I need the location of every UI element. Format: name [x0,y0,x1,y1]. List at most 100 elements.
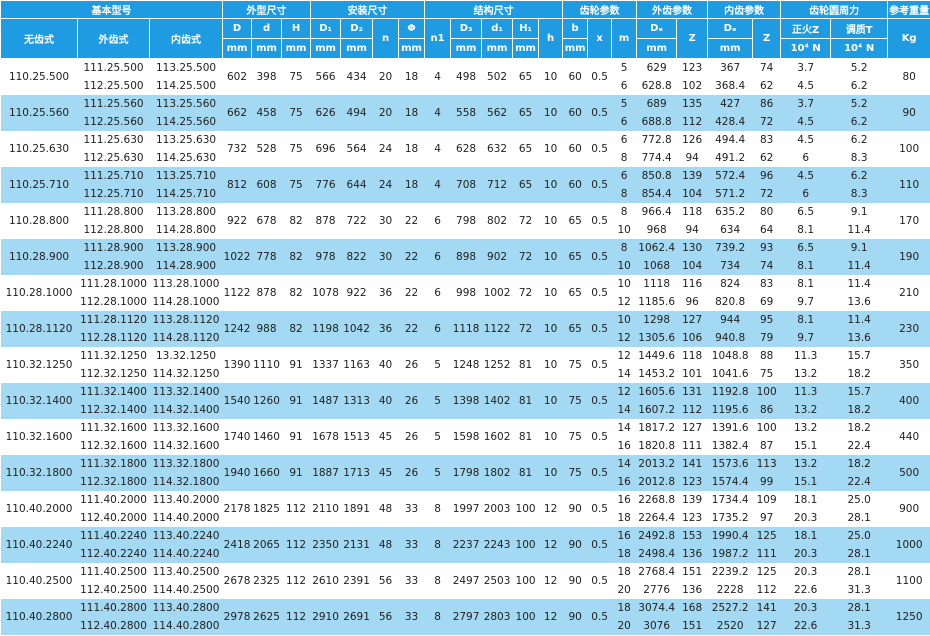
column-header: m [611,18,638,59]
table-cell: 75 [281,95,311,131]
table-row: 110.25.560 111.25.560 113.25.560 662 458 75 62… [0,95,930,131]
table-cell: 10 [543,215,558,227]
table-cell: 114.25.560 [149,113,223,131]
table-cell: 8 [620,206,628,218]
table-cell: 113.40.2000 [152,494,220,506]
column-header: 调质T [830,18,889,39]
table-cell: 60 [568,71,582,83]
table-cell: 0.5 [587,167,612,203]
table-cell: 81 [512,455,539,491]
table-cell: 65 [568,215,582,227]
table-cell: 689 [636,95,677,113]
table-cell: 114.25.630 [155,152,217,164]
table-cell: 2691 [340,599,373,635]
table-cell: 10 [543,71,558,83]
table-cell: 1734.4 [711,494,749,506]
table-cell: 8.3 [850,152,868,164]
table-cell: 2013.2 [636,455,677,473]
table-cell: 1997 [452,503,480,515]
table-cell: 2239.2 [711,566,749,578]
table-cell: 26 [404,431,419,443]
table-cell: 22 [398,311,425,347]
table-cell: 502 [487,71,508,83]
unit-header: mm [310,38,342,59]
table-cell: 86 [752,95,781,113]
table-cell: 30 [372,239,399,275]
table-cell: 2237 [450,527,482,563]
table-cell: 732 [227,143,248,155]
group-header: 齿轮圆周力 [780,0,889,19]
table-cell: 131 [676,383,708,401]
table-cell: 1298 [636,311,677,329]
table-row: 112.25.710 114.25.710 8 854.4 104 571.2 72 6 8.3 [1,185,930,203]
table-cell: 6 [424,239,451,275]
table-cell: 5 [434,359,441,371]
table-cell: 48 [378,503,393,515]
table-row: 110.25.500 111.25.500 113.25.500 602 398 75 56… [1,59,930,83]
table-cell: 18 [617,512,631,524]
table-cell: 116 [682,278,703,290]
table-cell: 10 [543,287,558,299]
table-cell: 11.3 [793,350,818,362]
table-cell: 18.2 [830,455,888,473]
table-cell: 113.32.1600 [152,422,220,434]
table-cell: 498 [456,71,477,83]
table-cell: 1337 [312,359,339,371]
table-row: 110.25.710 111.25.710 113.25.710 812 608 75 77… [0,167,930,203]
table-cell: 10 [538,167,563,203]
table-cell: 1887 [310,455,341,491]
column-header: Z [676,18,709,59]
table-cell: 6 [611,167,637,185]
table-cell: 12 [538,599,563,635]
table-cell: 88 [759,350,774,362]
table-cell: 111 [752,545,781,563]
table-cell: 26 [404,359,419,371]
table-cell: 0.5 [587,383,612,419]
table-cell: 111.40.2800 [77,599,150,617]
table-cell: 110.25.630 [8,143,70,155]
table-cell: 113.28.1000 [152,278,220,290]
table-cell: 45 [372,455,399,491]
table-cell: 141 [752,599,781,617]
table-cell: 3076 [636,617,677,635]
table-cell: 0.5 [591,287,608,299]
table-cell: 688.8 [636,113,677,131]
table-cell: 113.28.1120 [149,311,223,329]
table-cell: 110.28.800 [8,215,70,227]
group-header: 参考重量 [887,0,930,19]
table-cell: 109 [756,494,777,506]
table-cell: 12 [543,503,558,515]
column-header: Dₑ [707,18,754,39]
table-cell: 4.5 [780,167,831,185]
table-cell: 350 [899,359,920,371]
table-cell: 125 [752,527,781,545]
table-cell: 2610 [312,575,339,587]
table-cell: 500 [887,455,930,491]
table-cell: 65 [518,71,533,83]
table-cell: 491.2 [715,152,746,164]
table-cell: 820.8 [715,296,746,308]
table-cell: 8 [620,152,628,164]
table-cell: 367 [720,62,741,74]
unit-header: mm [251,38,283,59]
table-cell: 112.28.900 [77,257,150,275]
table-cell: 3.7 [780,95,831,113]
table-cell: 628.8 [641,80,672,92]
table-cell: 18 [404,71,419,83]
table-cell: 1740 [223,431,251,443]
table-cell: 22.4 [830,473,888,491]
table-row: 110.40.2000 111.40.2000 113.40.2000 2178 182… [1,491,930,515]
table-cell: 1100 [895,575,923,587]
table-cell: 2178 [223,503,251,515]
unit-header: mm [281,38,312,59]
table-cell: 111.25.500 [83,62,144,74]
table-cell: 112 [676,113,708,131]
table-body: 110.25.500 111.25.500 113.25.500 602 398 75 56… [0,59,930,635]
table-cell: 82 [289,215,303,227]
table-cell: 118 [682,350,703,362]
table-cell: 111.32.1400 [77,383,150,401]
table-cell: 10 [538,455,563,491]
table-cell: 110.25.500 [8,71,70,83]
column-header: h [538,18,564,59]
table-cell: 3074.4 [636,599,677,617]
